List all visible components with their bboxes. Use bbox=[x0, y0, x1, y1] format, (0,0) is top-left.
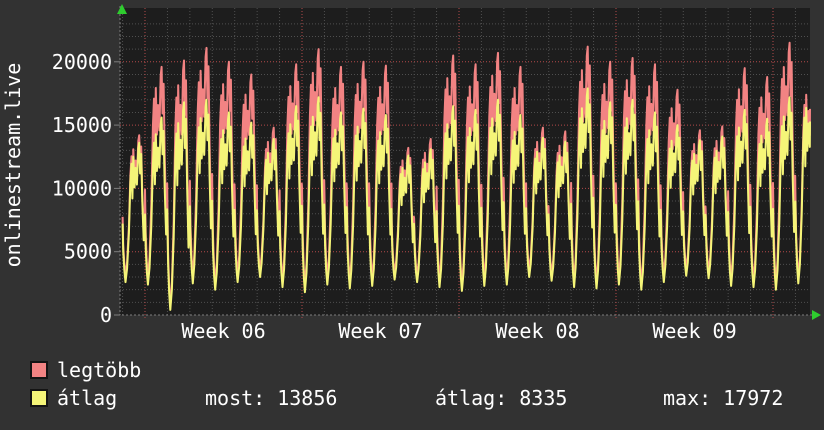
svg-text:Week 06: Week 06 bbox=[181, 319, 265, 343]
stat-most-label: most: bbox=[205, 386, 266, 410]
legend-swatch-legtobb bbox=[30, 361, 48, 379]
svg-text:10000: 10000 bbox=[52, 176, 112, 200]
svg-text:Week 09: Week 09 bbox=[652, 319, 736, 343]
svg-text:Week 08: Week 08 bbox=[495, 319, 579, 343]
legend-label-atlag: átlag bbox=[57, 386, 118, 410]
svg-text:Week 07: Week 07 bbox=[338, 319, 422, 343]
stat-atlag-label: átlag: bbox=[435, 386, 508, 410]
svg-text:0: 0 bbox=[100, 303, 112, 327]
legend-swatch-atlag bbox=[30, 389, 48, 407]
legend-row-max: legtöbb bbox=[0, 360, 824, 382]
svg-text:5000: 5000 bbox=[64, 240, 112, 264]
stat-atlag: átlag: 8335 bbox=[435, 388, 567, 408]
stat-atlag-value: 8335 bbox=[519, 386, 568, 410]
stat-most: most: 13856 bbox=[205, 388, 337, 408]
stat-max-label: max: bbox=[663, 386, 712, 410]
svg-text:15000: 15000 bbox=[52, 113, 112, 137]
stat-max: max: 17972 bbox=[663, 388, 783, 408]
stat-most-value: 13856 bbox=[277, 386, 338, 410]
legend-row-avg: átlag most: 13856 átlag: 8335 max: 17972 bbox=[0, 388, 824, 410]
time-series-chart: 0 5000 10000 15000 20000 Week 06 Week 07 Week 0… bbox=[52, 4, 821, 343]
svg-text:20000: 20000 bbox=[52, 50, 112, 74]
legend-label-legtobb: legtöbb bbox=[57, 358, 142, 382]
stat-max-value: 17972 bbox=[723, 386, 784, 410]
